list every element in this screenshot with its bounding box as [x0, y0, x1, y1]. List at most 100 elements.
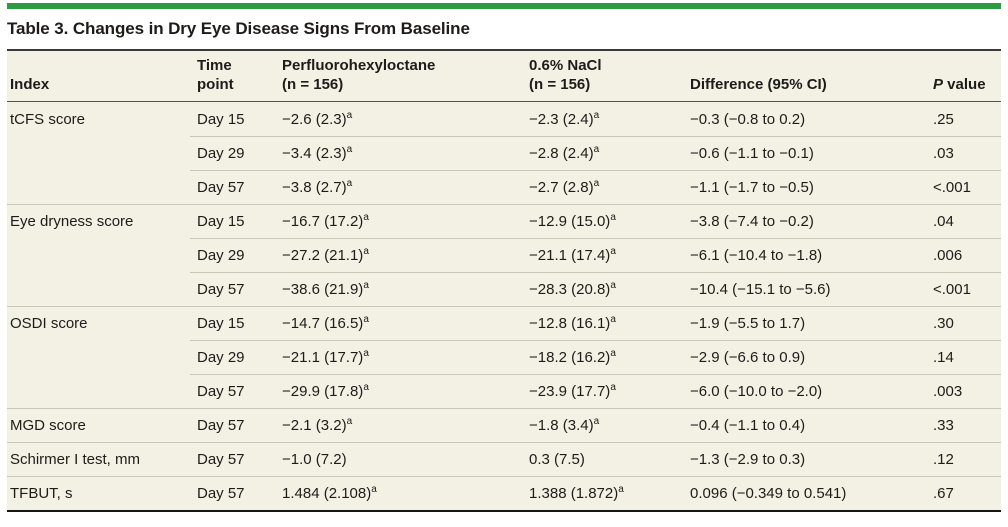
column-header-label: Time — [197, 57, 232, 74]
table-header-row: Index Time point Perfluorohexyloctane (n… — [7, 51, 1001, 102]
time-point-cell: Day 15 — [197, 110, 245, 128]
nacl-value-cell: 0.3 (7.5) — [529, 451, 686, 468]
cell-value: −21.1 (17.4) — [529, 246, 611, 264]
footnote-marker: a — [593, 143, 600, 155]
footnote-marker: a — [610, 313, 616, 325]
column-header-index: Index — [7, 75, 190, 94]
p-value-cell: <.001 — [933, 280, 971, 298]
time-point-cell: Day 57 — [197, 484, 245, 502]
time-point-cell: Day 29 — [197, 348, 245, 366]
cell-value: −1.0 (7.2) — [282, 450, 347, 468]
cell-value: −27.2 (21.1) — [282, 246, 364, 264]
difference-cell: −1.3 (−2.9 to 0.3) — [690, 450, 806, 468]
p-value-cell: .30 — [933, 314, 954, 332]
cell-value: −12.8 (16.1) — [529, 314, 611, 332]
table-row: Day 29 −27.2 (21.1)a −21.1 (17.4)a −6.1 … — [7, 238, 1001, 272]
footnote-marker: a — [610, 381, 616, 393]
column-header-perfluorohexyloctane: Perfluorohexyloctane (n = 156) — [280, 56, 529, 94]
perfluorohexyloctane-value-cell: −29.9 (17.8)a — [280, 381, 529, 400]
table-row: Schirmer I test, mm Day 57 −1.0 (7.2) 0.… — [7, 442, 1001, 476]
p-value-cell: .04 — [933, 212, 954, 230]
table-title: Table 3. Changes in Dry Eye Disease Sign… — [7, 19, 470, 38]
footnote-marker: a — [363, 211, 369, 223]
footnote-marker: a — [346, 109, 353, 121]
table-row: Day 57 −3.8 (2.7)a −2.7 (2.8)a −1.1 (−1.… — [7, 170, 1001, 204]
cell-value: −14.7 (16.5) — [282, 314, 364, 332]
footnote-marker: a — [610, 279, 616, 291]
time-point-cell: Day 57 — [197, 178, 245, 196]
difference-cell: −0.6 (−1.1 to −0.1) — [690, 144, 814, 162]
difference-cell: 0.096 (−0.349 to 0.541) — [690, 484, 847, 502]
footnote-marker: a — [363, 381, 369, 393]
perfluorohexyloctane-value-cell: −2.1 (3.2)a — [280, 415, 529, 434]
data-table: Index Time point Perfluorohexyloctane (n… — [7, 51, 1001, 512]
column-header-label: 0.6% NaCl — [529, 57, 602, 74]
time-point-cell: Day 29 — [197, 144, 245, 162]
perfluorohexyloctane-value-cell: −21.1 (17.7)a — [280, 347, 529, 366]
column-header-label: point — [197, 76, 234, 93]
footnote-marker: a — [618, 483, 624, 495]
index-cell: OSDI score — [10, 314, 88, 332]
p-value-cell: .14 — [933, 348, 954, 366]
index-cell: TFBUT, s — [10, 484, 73, 502]
footnote-marker: a — [593, 415, 600, 427]
perfluorohexyloctane-value-cell: −2.6 (2.3)a — [280, 109, 529, 128]
perfluorohexyloctane-value-cell: −16.7 (17.2)a — [280, 211, 529, 230]
column-header-time-point: Time point — [190, 56, 280, 94]
time-point-cell: Day 57 — [197, 450, 245, 468]
difference-cell: −0.3 (−0.8 to 0.2) — [690, 110, 806, 128]
cell-value: −23.9 (17.7) — [529, 382, 611, 400]
perfluorohexyloctane-value-cell: −1.0 (7.2) — [280, 451, 529, 468]
column-header-nacl: 0.6% NaCl (n = 156) — [529, 56, 686, 94]
nacl-value-cell: −28.3 (20.8)a — [529, 279, 686, 298]
perfluorohexyloctane-value-cell: −3.4 (2.3)a — [280, 143, 529, 162]
time-point-cell: Day 29 — [197, 246, 245, 264]
nacl-value-cell: −18.2 (16.2)a — [529, 348, 686, 366]
difference-cell: −1.9 (−5.5 to 1.7) — [690, 314, 806, 332]
time-point-cell: Day 15 — [197, 314, 245, 332]
nacl-value-cell: −12.8 (16.1)a — [529, 313, 686, 332]
cell-value: −2.7 (2.8) — [529, 178, 594, 196]
footnote-marker: a — [593, 177, 600, 189]
difference-cell: −3.8 (−7.4 to −0.2) — [690, 212, 814, 230]
nacl-value-cell: −2.3 (2.4)a — [529, 110, 686, 128]
difference-cell: −1.1 (−1.7 to −0.5) — [690, 178, 814, 196]
footnote-marker: a — [346, 415, 353, 427]
column-header-sample-size: (n = 156) — [282, 76, 344, 93]
footnote-marker: a — [363, 347, 369, 359]
table-body: tCFS score Day 15 −2.6 (2.3)a −2.3 (2.4)… — [7, 102, 1001, 510]
title-rule — [7, 49, 1001, 51]
difference-cell: −6.1 (−10.4 to −1.8) — [690, 246, 823, 264]
footnote-marker: a — [363, 313, 369, 325]
difference-cell: −0.4 (−1.1 to 0.4) — [690, 416, 806, 434]
index-cell: tCFS score — [10, 110, 86, 128]
nacl-value-cell: −2.7 (2.8)a — [529, 177, 686, 196]
accent-bar — [7, 3, 1001, 9]
nacl-value-cell: −12.9 (15.0)a — [529, 211, 686, 230]
table-row: Day 57 −38.6 (21.9)a −28.3 (20.8)a −10.4… — [7, 272, 1001, 306]
cell-value: −2.8 (2.4) — [529, 144, 594, 162]
perfluorohexyloctane-value-cell: −3.8 (2.7)a — [280, 178, 529, 196]
cell-value: 1.484 (2.108) — [282, 484, 372, 502]
nacl-value-cell: 1.388 (1.872)a — [529, 483, 686, 502]
footnote-marker: a — [346, 143, 353, 155]
difference-cell: −6.0 (−10.0 to −2.0) — [690, 382, 823, 400]
table-row: OSDI score Day 15 −14.7 (16.5)a −12.8 (1… — [7, 306, 1001, 340]
footnote-marker: a — [610, 211, 616, 223]
table-row: Day 29 −3.4 (2.3)a −2.8 (2.4)a −0.6 (−1.… — [7, 136, 1001, 170]
perfluorohexyloctane-value-cell: −38.6 (21.9)a — [280, 280, 529, 298]
table-row: Eye dryness score Day 15 −16.7 (17.2)a −… — [7, 204, 1001, 238]
time-point-cell: Day 57 — [197, 280, 245, 298]
difference-cell: −10.4 (−15.1 to −5.6) — [690, 280, 831, 298]
column-header-label: Perfluorohexyloctane — [282, 57, 436, 74]
p-value-cell: .25 — [933, 110, 954, 128]
table-row: MGD score Day 57 −2.1 (3.2)a −1.8 (3.4)a… — [7, 408, 1001, 442]
cell-value: −2.3 (2.4) — [529, 110, 594, 128]
cell-value: −18.2 (16.2) — [529, 348, 611, 366]
difference-cell: −2.9 (−6.6 to 0.9) — [690, 348, 806, 366]
index-cell: Eye dryness score — [10, 212, 134, 230]
p-value-cell: .67 — [933, 484, 954, 502]
cell-value: −28.3 (20.8) — [529, 280, 611, 298]
cell-value: −21.1 (17.7) — [282, 348, 364, 366]
cell-value: −3.4 (2.3) — [282, 144, 347, 162]
